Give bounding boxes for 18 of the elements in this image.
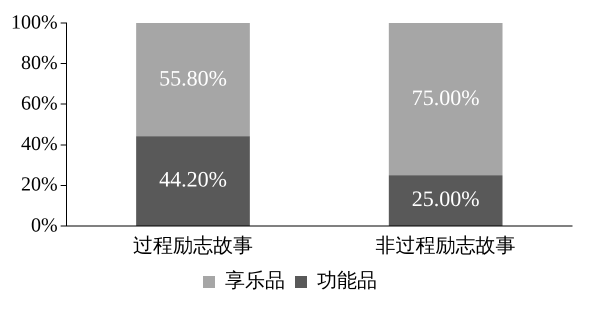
legend-label: 享乐品 [225,268,285,292]
x-tick-label: 非过程励志故事 [376,233,516,258]
y-tick-label: 0% [30,214,58,236]
bar [388,23,503,176]
y-tick-label: 80% [20,52,58,74]
legend-label: 功能品 [317,268,377,292]
bar [136,23,250,136]
bar [136,136,250,226]
y-tick-label: 60% [20,92,58,114]
y-tick-label: 40% [20,133,58,156]
data-label: 25.00% [412,186,480,212]
data-label: 44.20% [159,166,227,192]
data-label: 55.80% [159,65,227,90]
bar [388,175,503,226]
y-tick-label: 100% [10,11,58,34]
x-tick-label: 过程励志故事 [132,233,253,258]
data-label: 75.00% [412,84,480,110]
y-tick-label: 20% [20,174,58,196]
